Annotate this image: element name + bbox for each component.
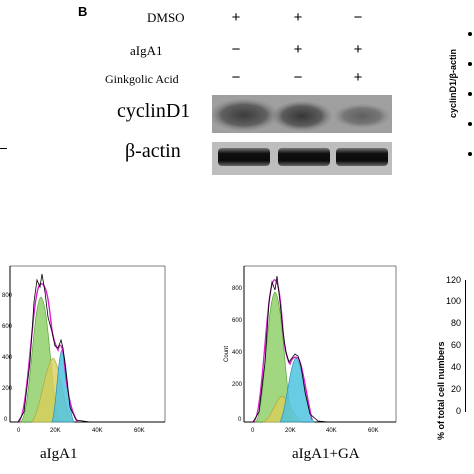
cropped-axis-mark <box>0 148 7 149</box>
hist2-xtick-0: 0 <box>251 428 255 434</box>
hist2-ytick-200: 200 <box>232 382 243 388</box>
cyclind1-band-2 <box>272 101 332 131</box>
blot-label-beta-actin: β-actin <box>125 140 181 162</box>
sign-aiga1-3: + <box>353 41 363 58</box>
sign-ga-1: − <box>231 69 241 86</box>
hist2-raw-data <box>252 275 329 423</box>
right-top-axis-label: cyclinD1/β-actin <box>448 48 458 118</box>
hist1-xtick-60k: 60K <box>134 428 145 434</box>
histogram-aiga1-ga: Count 800 600 400 200 0 0 20K 40K 60K <box>224 265 397 434</box>
sign-aiga1-1: − <box>231 41 241 58</box>
histogram-caption-aiga1: aIgA1 <box>40 446 78 462</box>
axis-tick-dot-4 <box>468 122 472 126</box>
hist1-ytick-200: 200 <box>2 386 13 392</box>
blot-label-cyclind1: cyclinD1 <box>117 100 191 122</box>
right-tick-100: 100 <box>445 296 461 306</box>
hist2-xtick-20k: 20K <box>285 428 296 434</box>
hist1-raw-data <box>17 273 91 423</box>
actin-band-3 <box>336 148 388 166</box>
cyclind1-band-3 <box>334 104 390 128</box>
actin-band-1 <box>218 148 270 166</box>
treatment-label-dmso: DMSO <box>147 10 185 25</box>
sign-ga-3: + <box>353 69 363 86</box>
hist2-y-label: Count <box>224 346 230 362</box>
sign-ga-2: − <box>293 69 303 86</box>
right-tick-20: 20 <box>450 384 461 394</box>
hist2-ytick-600: 600 <box>232 318 243 324</box>
right-tick-80: 80 <box>450 318 461 328</box>
right-tick-120: 120 <box>445 275 461 285</box>
axis-tick-dot-1 <box>468 32 472 36</box>
treatment-label-aiga1: aIgA1 <box>130 43 163 58</box>
sign-dmso-3: − <box>353 9 363 26</box>
hist2-ytick-800: 800 <box>232 286 243 292</box>
right-bottom-y-axis <box>465 280 466 412</box>
axis-tick-dot-2 <box>468 62 472 66</box>
hist2-xtick-40k: 40K <box>326 428 337 434</box>
hist1-ytick-400: 400 <box>2 355 13 361</box>
axis-tick-dot-3 <box>468 92 472 96</box>
sign-dmso-2: + <box>293 9 303 26</box>
right-tick-40: 40 <box>450 362 461 372</box>
hist1-xtick-40k: 40K <box>92 428 103 434</box>
histogram-aiga1: 800 600 400 200 0 0 20K 40K 60K <box>2 265 166 434</box>
hist1-xtick-20k: 20K <box>50 428 61 434</box>
beta-actin-blot <box>212 142 392 175</box>
right-tick-0: 0 <box>455 406 461 416</box>
cyclind1-blot <box>212 95 392 133</box>
hist2-ytick-0: 0 <box>238 417 242 423</box>
hist2-xtick-60k: 60K <box>368 428 379 434</box>
sign-dmso-1: + <box>231 9 241 26</box>
treatment-label-ginkgolic-acid: Ginkgolic Acid <box>105 72 179 86</box>
sign-aiga1-2: + <box>293 41 303 58</box>
cyclind1-band-1 <box>212 99 278 131</box>
hist1-xtick-0: 0 <box>17 428 21 434</box>
panel-letter: B <box>78 4 88 19</box>
hist1-ytick-600: 600 <box>2 324 13 330</box>
hist1-ytick-800: 800 <box>2 293 13 299</box>
right-tick-60: 60 <box>450 340 461 350</box>
axis-tick-dot-5 <box>468 152 472 156</box>
actin-band-2 <box>278 148 330 166</box>
hist1-ytick-0: 0 <box>4 417 8 423</box>
western-blot-image <box>212 95 392 175</box>
hist2-ytick-400: 400 <box>232 350 243 356</box>
histogram-caption-aiga1-ga: aIgA1+GA <box>292 446 360 462</box>
